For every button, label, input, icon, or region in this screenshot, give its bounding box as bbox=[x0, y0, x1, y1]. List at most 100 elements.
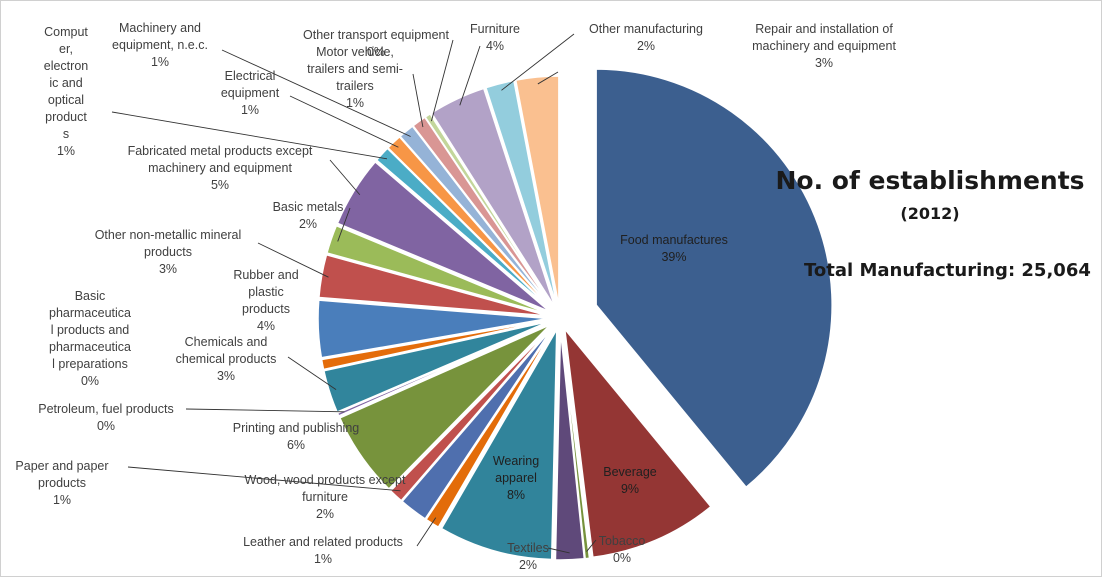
slice-label-line: 1% bbox=[53, 493, 71, 507]
leader-line bbox=[337, 207, 351, 242]
pie-slice bbox=[424, 112, 555, 309]
leader-line bbox=[111, 111, 388, 160]
leader-line bbox=[547, 547, 570, 554]
slice-label-line: equipment, n.e.c. bbox=[112, 38, 208, 52]
slice-label: Fabricated metal products except machiner… bbox=[128, 144, 313, 192]
slice-label-line: 3% bbox=[159, 262, 177, 276]
slice-labels: Food manufactures 39%Beverage 9%Tobacco 0%T… bbox=[15, 21, 896, 572]
slice-label-line: Petroleum, fuel products bbox=[38, 402, 174, 416]
pie-slice bbox=[318, 253, 549, 317]
pie-slice bbox=[336, 160, 551, 313]
pie-slice bbox=[514, 75, 560, 307]
slice-label: Tobacco 0% bbox=[599, 534, 646, 565]
slice-label-line: Textiles bbox=[507, 541, 549, 555]
slice-label: Machinery and equipment, n.e.c. 1% bbox=[112, 21, 208, 69]
pie-slices bbox=[317, 68, 833, 561]
pie-slice bbox=[440, 329, 558, 561]
slice-label-line: 0% bbox=[613, 551, 631, 565]
slice-label-line: pharmaceutica bbox=[49, 340, 131, 354]
slice-label-line: furniture bbox=[302, 490, 348, 504]
slice-label: Basic pharmaceutica l products and pharmace… bbox=[49, 289, 131, 388]
leader-line bbox=[185, 408, 345, 413]
slice-label-line: Chemicals and bbox=[185, 335, 268, 349]
leader-line bbox=[537, 71, 559, 85]
chart-title: No. of establishments bbox=[775, 166, 1085, 195]
slice-label-line: 0% bbox=[97, 419, 115, 433]
slice-label-line: Printing and publishing bbox=[233, 421, 360, 435]
slice-label-line: Wood, wood products except bbox=[245, 473, 407, 487]
leader-line bbox=[289, 95, 399, 148]
slice-label-line: Motor vehicle, bbox=[316, 45, 394, 59]
leader-line bbox=[416, 517, 437, 547]
slice-label: Beverage 9% bbox=[603, 465, 657, 496]
pie-slice bbox=[386, 135, 553, 310]
chart-subtitle: (2012) bbox=[900, 204, 960, 223]
leader-line bbox=[412, 73, 424, 128]
slice-label: Motor vehicle, trailers and semi-trailers… bbox=[307, 45, 403, 110]
slice-label-line: 1% bbox=[57, 144, 75, 158]
slice-label-line: Repair and installation of bbox=[755, 22, 893, 36]
slice-label-line: 1% bbox=[241, 103, 259, 117]
slice-label-line: trailers and semi- bbox=[307, 62, 403, 76]
slice-label-line: 39% bbox=[661, 250, 686, 264]
pie-slice bbox=[401, 327, 554, 520]
pie-slice bbox=[560, 329, 591, 560]
leader-line bbox=[287, 356, 337, 391]
slice-label-line: Other manufacturing bbox=[589, 22, 703, 36]
slice-label-line: Basic metals bbox=[273, 200, 344, 214]
slice-label: Petroleum, fuel products 0% bbox=[38, 402, 174, 433]
pie-slice bbox=[563, 326, 712, 559]
slice-label-line: electron bbox=[44, 59, 89, 73]
slice-label: Paper and paper products 1% bbox=[15, 459, 108, 507]
slice-label-line: 9% bbox=[621, 482, 639, 496]
pie-slice bbox=[338, 324, 551, 490]
leader-line bbox=[501, 33, 575, 91]
slice-label-line: pharmaceutica bbox=[49, 306, 131, 320]
slice-label-line: Comput bbox=[44, 25, 88, 39]
slice-label-line: 2% bbox=[637, 39, 655, 53]
leader-line bbox=[329, 159, 361, 196]
slice-label-line: 5% bbox=[211, 178, 229, 192]
slice-label-line: Machinery and bbox=[119, 21, 201, 35]
slice-label-line: 0% bbox=[81, 374, 99, 388]
leader-line bbox=[459, 45, 481, 106]
slice-label-line: Basic bbox=[75, 289, 106, 303]
slice-label-line: 4% bbox=[486, 39, 504, 53]
leader-line bbox=[586, 539, 597, 552]
slice-label-line: trailers bbox=[336, 79, 374, 93]
slice-label-line: machinery and equipment bbox=[752, 39, 896, 53]
slice-label-line: er, bbox=[59, 42, 73, 56]
slice-label-line: Rubber and bbox=[233, 268, 298, 282]
slice-label-line: s bbox=[63, 127, 69, 141]
slice-label-line: products bbox=[144, 245, 192, 259]
pie-slice bbox=[375, 147, 552, 311]
leader-line bbox=[430, 39, 454, 122]
slice-label: Repair and installation of machinery and … bbox=[752, 22, 896, 70]
slice-label-line: 0% bbox=[367, 45, 385, 59]
pie-slice bbox=[399, 125, 553, 310]
leader-line bbox=[127, 466, 401, 492]
pie-slice bbox=[320, 319, 549, 371]
pie-slice bbox=[325, 224, 549, 315]
slice-label-line: ic and bbox=[49, 76, 82, 90]
slice-label: Textiles 2% bbox=[507, 541, 549, 572]
total-manufacturing-note: Total Manufacturing: 25,064 bbox=[804, 260, 1091, 281]
slice-label: Other transport equipment 0% bbox=[303, 28, 449, 59]
slice-label: Other non-metallic mineral products 3% bbox=[95, 228, 242, 276]
leader-lines bbox=[111, 33, 597, 554]
slice-label-line: 2% bbox=[519, 558, 537, 572]
slice-label-line: 6% bbox=[287, 438, 305, 452]
slice-label: Basic metals 2% bbox=[273, 200, 344, 231]
slice-label-line: optical bbox=[48, 93, 84, 107]
pie-slice bbox=[430, 87, 556, 308]
slice-label-line: products bbox=[242, 302, 290, 316]
slice-label-line: 1% bbox=[346, 96, 364, 110]
slice-label-line: l products and bbox=[51, 323, 130, 337]
slice-label-line: 1% bbox=[151, 55, 169, 69]
slice-label-line: Beverage bbox=[603, 465, 657, 479]
slice-label: Wood, wood products except furniture 2% bbox=[245, 473, 407, 521]
slice-label: Furniture 4% bbox=[470, 22, 520, 53]
slice-label: Rubber and plastic products 4% bbox=[233, 268, 298, 333]
slice-label: Chemicals and chemical products 3% bbox=[176, 335, 277, 383]
